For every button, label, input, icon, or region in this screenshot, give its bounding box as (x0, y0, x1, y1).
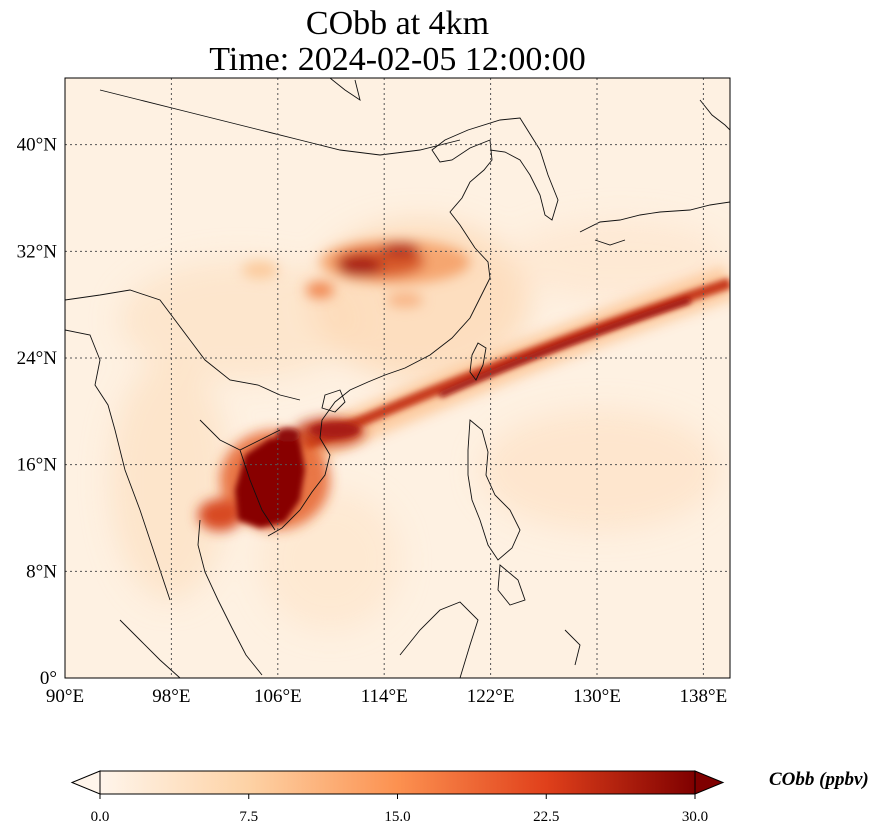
latitude-tick-label: 0° (40, 668, 57, 689)
longitude-tick-label: 114°E (361, 686, 408, 707)
map-frame (64, 77, 731, 679)
indochina-core (235, 422, 360, 528)
colorbar-ticks: 0.0 7.5 15.0 22.5 30.0 (91, 794, 708, 825)
china-plume (242, 240, 470, 307)
transport-core-dark (438, 297, 691, 398)
colorbar: 0.0 7.5 15.0 22.5 30.0 (70, 770, 725, 825)
latitude-tick-labels: 0° 8°N 16°N 24°N 32°N 40°N (17, 135, 58, 689)
longitude-tick-label: 98°E (152, 686, 190, 707)
colorbar-tick-label: 7.5 (239, 809, 258, 825)
gridlines (65, 78, 730, 678)
concentration-field (65, 78, 730, 678)
latitude-tick-label: 40°N (17, 135, 58, 156)
longitude-tick-label: 90°E (46, 686, 84, 707)
longitude-tick-label: 138°E (680, 686, 728, 707)
colorbar-tick-label: 15.0 (384, 809, 410, 825)
map-title: CObb at 4km (305, 5, 490, 42)
colorbar-gradient (100, 771, 695, 794)
colorbar-tick-label: 0.0 (91, 809, 110, 825)
latitude-tick-label: 16°N (17, 455, 58, 476)
coastlines (65, 78, 730, 678)
map-time-subtitle: Time: 2024-02-05 12:00:00 (209, 41, 586, 78)
colorbar-tick-label: 22.5 (533, 809, 559, 825)
longitude-tick-label: 106°E (254, 686, 302, 707)
longitude-tick-label: 130°E (573, 686, 621, 707)
latitude-tick-label: 24°N (17, 348, 58, 369)
longitude-tick-label: 122°E (467, 686, 515, 707)
colorbar-min-extend (70, 770, 101, 795)
colorbar-max-extend (694, 770, 725, 795)
colorbar-label: CObb (ppbv) (769, 769, 869, 790)
longitude-tick-labels: 90°E 98°E 106°E 114°E 122°E 130°E 138°E (46, 686, 727, 707)
latitude-tick-label: 8°N (26, 561, 57, 582)
latitude-tick-label: 32°N (17, 241, 58, 262)
colorbar-tick-label: 30.0 (682, 809, 708, 825)
